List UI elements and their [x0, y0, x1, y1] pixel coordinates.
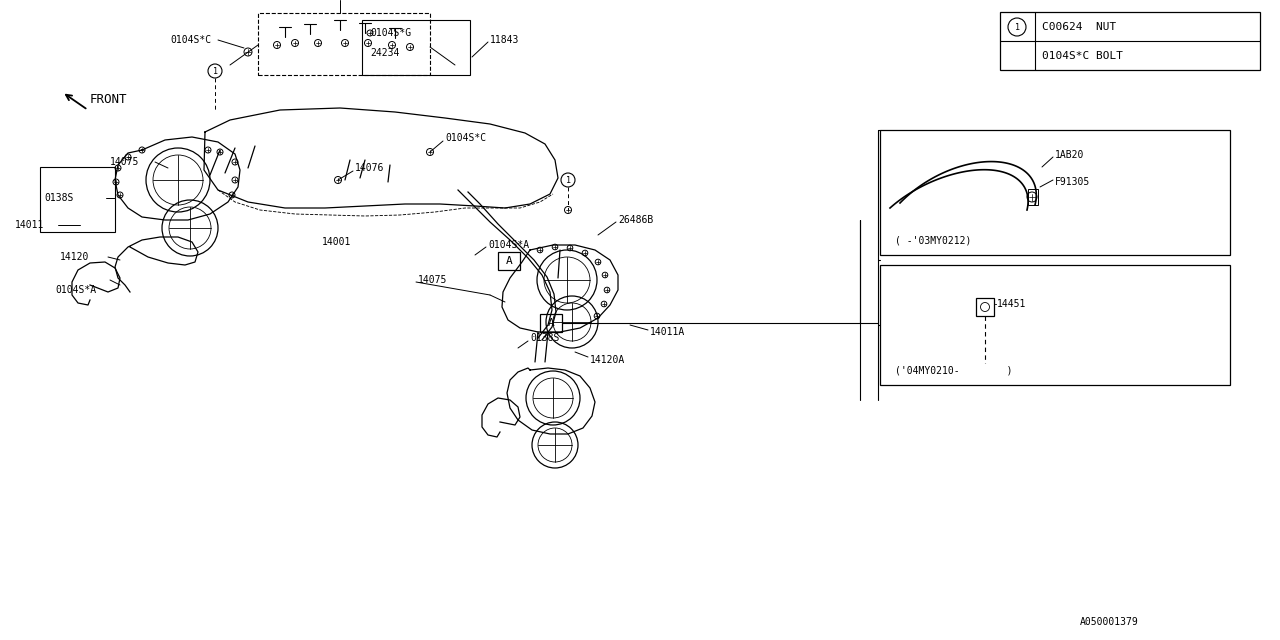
Text: 0104S*G: 0104S*G	[370, 28, 411, 38]
Text: ('04MY0210-        ): ('04MY0210- )	[895, 365, 1012, 375]
Bar	[40, 167, 115, 232]
Text: 0104S*A: 0104S*A	[488, 240, 529, 250]
Text: 14120A: 14120A	[590, 355, 625, 365]
Text: FRONT: FRONT	[90, 93, 128, 106]
Text: F91305: F91305	[1055, 177, 1091, 187]
Bar	[540, 314, 562, 332]
Bar	[498, 252, 520, 270]
Text: 26486B: 26486B	[618, 215, 653, 225]
Bar	[881, 130, 1230, 255]
Text: 14075: 14075	[110, 157, 140, 167]
Text: A: A	[506, 256, 512, 266]
Bar	[1000, 12, 1260, 70]
Bar	[362, 20, 470, 75]
Text: 0104S*C BOLT: 0104S*C BOLT	[1042, 51, 1123, 61]
Text: 1: 1	[212, 67, 218, 76]
Text: 11843: 11843	[490, 35, 520, 45]
Bar	[259, 13, 430, 75]
Text: 14075: 14075	[419, 275, 448, 285]
Text: 24234: 24234	[370, 48, 399, 58]
Text: 0104S*A: 0104S*A	[55, 285, 96, 295]
Text: 0104S*C: 0104S*C	[445, 133, 486, 143]
Text: 1AB20: 1AB20	[1055, 150, 1084, 160]
Text: 14451: 14451	[997, 299, 1027, 309]
Text: 0138S: 0138S	[44, 193, 73, 203]
Text: 1: 1	[566, 175, 571, 184]
Text: C00624  NUT: C00624 NUT	[1042, 22, 1116, 32]
Text: 0104S*C: 0104S*C	[170, 35, 211, 45]
Text: 14001: 14001	[323, 237, 352, 247]
Text: 14076: 14076	[355, 163, 384, 173]
Bar	[881, 265, 1230, 385]
Text: A: A	[548, 318, 554, 328]
Text: A050001379: A050001379	[1080, 617, 1139, 627]
Text: 14120: 14120	[60, 252, 90, 262]
Text: 0138S: 0138S	[530, 333, 559, 343]
Bar	[1028, 189, 1038, 205]
Text: 1: 1	[1015, 22, 1019, 31]
Bar	[977, 298, 995, 316]
Text: 14011A: 14011A	[650, 327, 685, 337]
Text: ( -'03MY0212): ( -'03MY0212)	[895, 235, 972, 245]
Text: 14011: 14011	[15, 220, 45, 230]
